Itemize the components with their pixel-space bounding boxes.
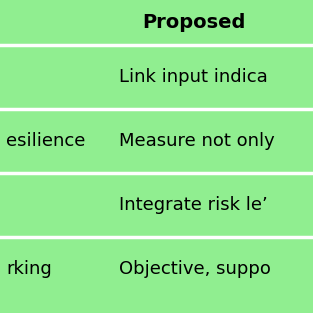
Text: rking: rking [6, 259, 52, 278]
Bar [0, 45, 313, 109]
Text: Objective, suppo: Objective, suppo [119, 259, 271, 278]
Bar [0, 0, 313, 45]
Text: Proposed: Proposed [142, 13, 246, 32]
Bar [0, 237, 313, 300]
Text: Link input indica: Link input indica [119, 68, 268, 86]
Text: Measure not only: Measure not only [119, 132, 275, 150]
Text: Integrate risk le’: Integrate risk le’ [119, 196, 268, 214]
Text: esilience: esilience [6, 132, 86, 150]
Bar [0, 109, 313, 173]
Bar [0, 173, 313, 237]
